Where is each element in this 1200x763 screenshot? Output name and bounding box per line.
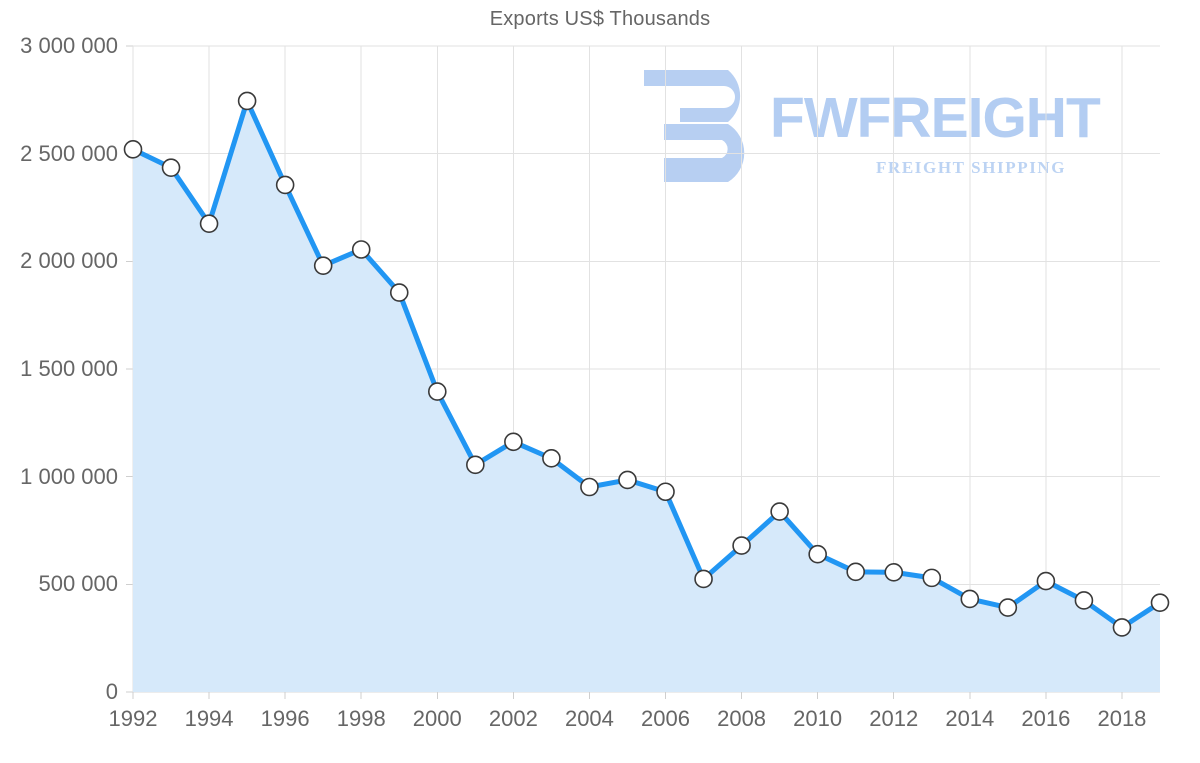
- data-point-marker[interactable]: [1112, 618, 1132, 637]
- data-point-marker[interactable]: [808, 544, 827, 564]
- data-point-marker[interactable]: [237, 91, 257, 111]
- x-axis-tick-label: 2010: [793, 706, 843, 731]
- data-point-marker[interactable]: [275, 175, 295, 195]
- data-point-marker[interactable]: [770, 502, 789, 521]
- data-point-marker[interactable]: [732, 536, 751, 555]
- data-point-marker[interactable]: [466, 455, 485, 475]
- x-axis-tick-label: 2012: [869, 706, 919, 731]
- data-point-marker[interactable]: [1074, 591, 1094, 610]
- data-point-marker[interactable]: [884, 562, 904, 582]
- x-axis-tick-label: 1992: [108, 706, 158, 731]
- data-point-marker[interactable]: [351, 240, 371, 259]
- y-axis-tick-label: 0: [105, 679, 118, 704]
- y-axis-tick-label: 3 000 000: [20, 33, 118, 58]
- data-point-marker[interactable]: [313, 256, 333, 275]
- data-point-marker[interactable]: [427, 382, 447, 401]
- y-axis-tick-label: 1 000 000: [20, 463, 118, 489]
- x-axis-tick-label: 2014: [945, 706, 995, 731]
- x-axis-tick-label: 2002: [488, 706, 538, 731]
- x-axis-tick-label: 2008: [717, 706, 767, 731]
- data-point-marker[interactable]: [656, 482, 675, 502]
- data-point-marker[interactable]: [542, 449, 561, 468]
- y-axis-tick-label: 1 500 000: [20, 356, 118, 381]
- series-line: [130, 98, 1163, 630]
- data-point-marker[interactable]: [123, 140, 143, 159]
- data-point-marker[interactable]: [1036, 571, 1056, 591]
- x-axis-tick-label: 2016: [1021, 706, 1071, 731]
- series-markers: [123, 91, 1170, 637]
- series-area-fill: [133, 100, 1160, 692]
- x-axis-tick-label: 2018: [1097, 706, 1147, 731]
- data-point-marker[interactable]: [960, 589, 980, 609]
- data-point-marker[interactable]: [504, 432, 523, 452]
- data-point-marker[interactable]: [389, 283, 409, 302]
- data-point-marker[interactable]: [922, 568, 942, 588]
- data-point-marker[interactable]: [1150, 593, 1170, 612]
- x-axis-tick-label: 1996: [260, 706, 310, 731]
- y-axis-tick-label: 500 000: [38, 571, 118, 597]
- data-point-marker[interactable]: [618, 470, 637, 490]
- data-point-marker[interactable]: [580, 477, 599, 497]
- chart-title: Exports US$ Thousands: [489, 8, 711, 30]
- data-point-marker[interactable]: [846, 562, 866, 582]
- y-axis-tick-label: 2 500 000: [20, 140, 118, 166]
- data-point-marker[interactable]: [694, 569, 713, 589]
- x-axis-tick-label: 2000: [412, 706, 462, 731]
- x-axis-tick-label: 2004: [564, 706, 614, 731]
- x-axis-tick-label: 1998: [336, 706, 386, 731]
- data-point-marker[interactable]: [199, 214, 219, 233]
- data-point-marker[interactable]: [998, 598, 1018, 617]
- y-axis-tick-label: 2 000 000: [20, 248, 118, 274]
- x-axis-tick-label: 2006: [641, 706, 690, 731]
- x-axis-tick-label: 1994: [184, 706, 234, 731]
- data-point-marker[interactable]: [161, 158, 181, 177]
